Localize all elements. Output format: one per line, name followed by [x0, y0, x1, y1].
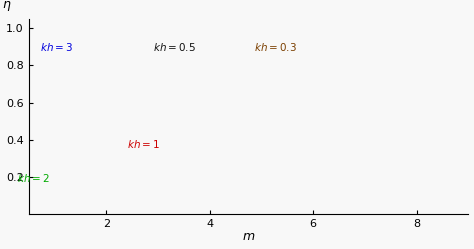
- Y-axis label: $\eta$: $\eta$: [2, 0, 11, 13]
- Text: $kh=1$: $kh=1$: [127, 138, 160, 150]
- Text: $kh=0.3$: $kh=0.3$: [254, 41, 297, 53]
- X-axis label: $m$: $m$: [242, 230, 255, 244]
- Text: $kh=3$: $kh=3$: [40, 41, 73, 53]
- Text: $kh=0.5$: $kh=0.5$: [153, 41, 196, 53]
- Text: $kh=2$: $kh=2$: [17, 172, 50, 184]
